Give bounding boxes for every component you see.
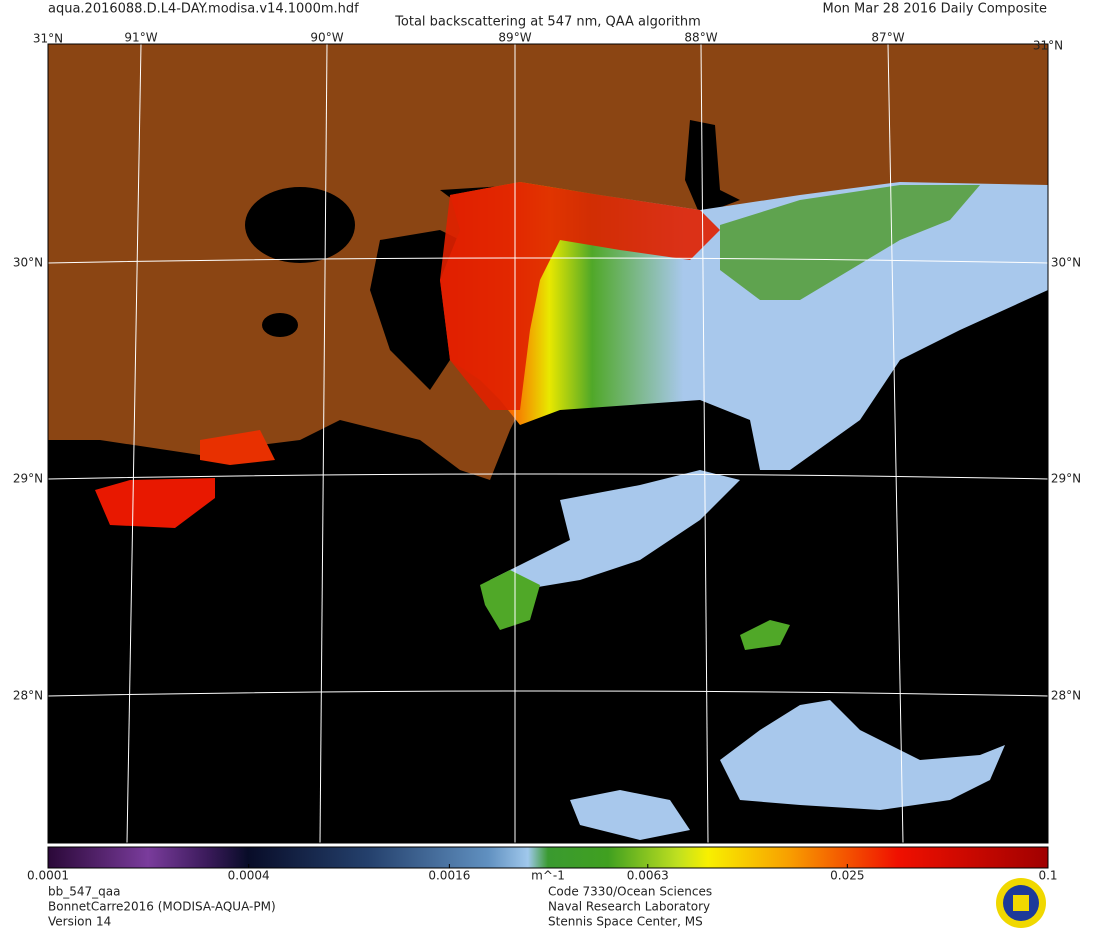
footer-left: bb_547_qaa [48,885,120,899]
colorbar [47,846,1049,869]
lat-label: 29°N [1051,472,1081,486]
plume-red [440,182,720,410]
cloud-gap [720,700,1005,810]
cloud-gap [490,470,740,610]
graticule [47,43,1049,844]
lat-label: 31°N [33,32,63,46]
colorbar-tick-label: 0.0063 [627,869,669,883]
lon-label: 89°W [498,31,531,45]
lon-label: 90°W [310,31,343,45]
colorbar-tick-label: 0.1 [1038,869,1057,883]
plume-west [95,478,215,528]
lat-label: 28°N [1051,689,1081,703]
lake [245,187,355,263]
colorbar-tick-label: 0.025 [830,869,864,883]
lat-label: 29°N [13,472,43,486]
map-frame [47,43,1049,844]
lon-label: 87°W [871,31,904,45]
footer-center: Stennis Space Center, MS [548,915,703,929]
green-patch [480,570,540,630]
plume-west-coast [200,430,275,465]
bay [685,120,740,215]
file-name: aqua.2016088.D.L4-DAY.modisa.v14.1000m.h… [48,2,359,17]
green-patch [740,620,790,650]
lat-label: 31°N [1033,39,1063,53]
cloud-gap [570,790,690,840]
lake [262,313,298,337]
colorbar-tick-label: 0.0016 [428,869,470,883]
plume [440,182,1048,470]
lat-label: 28°N [13,689,43,703]
lat-label: 30°N [1051,256,1081,270]
footer-center: Code 7330/Ocean Sciences [548,885,712,899]
map [47,43,1049,844]
footer-left: BonnetCarre2016 (MODISA-AQUA-PM) [48,900,276,914]
colorbar-tick-label: 0.0001 [27,869,69,883]
colorbar-tick-label: 0.0004 [228,869,270,883]
plume-green [720,185,980,300]
lat-label: 30°N [13,256,43,270]
footer-left: Version 14 [48,915,111,929]
date-label: Mon Mar 28 2016 Daily Composite [823,2,1048,17]
map-title: Total backscattering at 547 nm, QAA algo… [394,15,701,30]
logo [996,878,1046,928]
lon-label: 91°W [124,31,157,45]
lon-label: 88°W [684,31,717,45]
colorbar-unit: m^-1 [531,869,565,883]
footer-center: Naval Research Laboratory [548,900,710,914]
